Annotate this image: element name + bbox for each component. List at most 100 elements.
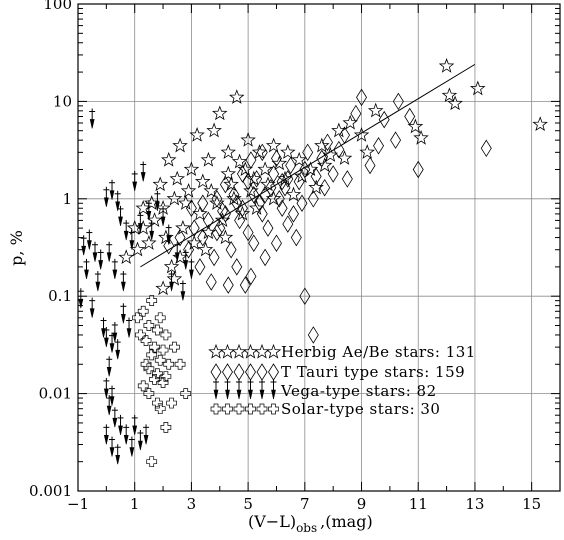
cross-point (143, 388, 155, 399)
upper-limit-arrow (84, 269, 89, 279)
legend-marker (208, 343, 224, 359)
diamond-point (262, 219, 274, 237)
y-tick-label: 0.001 (29, 482, 72, 500)
cross-point (169, 341, 180, 353)
diamond-point (270, 234, 282, 252)
x-tick-label: 15 (522, 495, 541, 513)
star-point (407, 118, 424, 134)
legend-marker (245, 363, 256, 381)
upperlimit-point (94, 271, 101, 292)
upperlimit-point (182, 249, 189, 270)
x-axis-label-unit: ,(mag) (320, 512, 373, 531)
upperlimit-point (89, 108, 96, 129)
diamond-point (282, 170, 294, 188)
star-point (353, 127, 370, 142)
star-point (291, 151, 307, 167)
x-tick-label: 1 (130, 495, 140, 513)
upper-limit-arrow (123, 435, 129, 445)
x-axis-label-subscript: obs (296, 521, 317, 535)
diamond-point (231, 258, 243, 276)
grid (78, 4, 560, 491)
upper-limit-arrow (109, 447, 115, 457)
upperlimit-point (97, 249, 104, 270)
upperlimit-point (106, 356, 113, 377)
star-point (166, 270, 183, 286)
upperlimit-point (128, 436, 135, 457)
diamond-point (273, 190, 285, 208)
legend-label: Solar-type stars: 30 (281, 400, 440, 418)
diamond-point (350, 104, 362, 123)
series-upperlimit (77, 108, 195, 465)
cross-point (157, 344, 169, 356)
star-point (260, 176, 276, 192)
diamond-point (211, 190, 223, 208)
star-point (166, 190, 183, 206)
star-point (163, 258, 180, 274)
star-point (172, 137, 188, 153)
legend-item-upperlimit: Vega-type stars: 82 (213, 379, 437, 400)
diamond-point (378, 110, 390, 129)
star-point (342, 114, 358, 130)
cross-point (137, 305, 149, 317)
upper-limit-arrow (78, 298, 84, 309)
diamond-point (290, 228, 302, 247)
upperlimit-point (109, 436, 116, 457)
upperlimit-point (100, 317, 107, 338)
diamond-point (251, 170, 263, 188)
upperlimit-point (103, 326, 110, 348)
legend-marker (213, 379, 219, 400)
legend-label: Vega-type stars: 82 (280, 382, 437, 400)
star-point (186, 235, 202, 250)
x-axis-label-main: (V−L) (248, 512, 296, 531)
star-point (240, 132, 256, 147)
star-point (322, 147, 339, 162)
legend-marker (233, 363, 245, 381)
upper-limit-arrow (115, 349, 121, 360)
x-tick-label: 7 (300, 495, 310, 513)
diamond-point (253, 194, 265, 213)
cross-point (146, 349, 158, 361)
upperlimit-point (109, 179, 116, 200)
cross-point (152, 324, 163, 336)
diamond-point (242, 223, 254, 242)
diamond-point (239, 276, 251, 294)
legend-marker (254, 343, 270, 359)
diamond-point (392, 92, 404, 111)
legend-marker (259, 379, 265, 400)
legend-marker (245, 403, 256, 415)
upperlimit-point (179, 280, 186, 301)
y-tick-label: 100 (43, 0, 72, 13)
diamond-point (256, 205, 268, 223)
star-point (470, 80, 486, 96)
diamond-point (231, 194, 243, 213)
star-point (314, 137, 330, 153)
star-point (206, 122, 222, 138)
upperlimit-point (106, 395, 113, 416)
star-point (212, 105, 228, 121)
upperlimit-point (92, 241, 99, 262)
star-point (271, 155, 288, 171)
star-point (172, 249, 188, 265)
cross-point (154, 354, 166, 366)
diamond-point (185, 199, 197, 217)
upperlimit-point (111, 258, 118, 279)
star-point (316, 157, 333, 173)
diamond-point (208, 248, 220, 267)
diamond-point (480, 139, 492, 158)
star-point (302, 161, 319, 177)
diamond-point (356, 88, 368, 107)
star-point (229, 89, 245, 104)
upper-limit-arrow (109, 396, 115, 406)
diamond-point (307, 190, 319, 208)
diamond-point (270, 149, 282, 168)
diamond-point (197, 194, 209, 213)
legend-marker (270, 379, 277, 400)
cross-point (174, 358, 186, 370)
upperlimit-point (114, 190, 121, 211)
diamond-point (259, 248, 271, 267)
cross-point (154, 312, 166, 324)
upperlimit-point (103, 377, 110, 398)
upperlimit-point (137, 430, 144, 451)
star-point (183, 161, 200, 177)
star-point (226, 190, 242, 206)
